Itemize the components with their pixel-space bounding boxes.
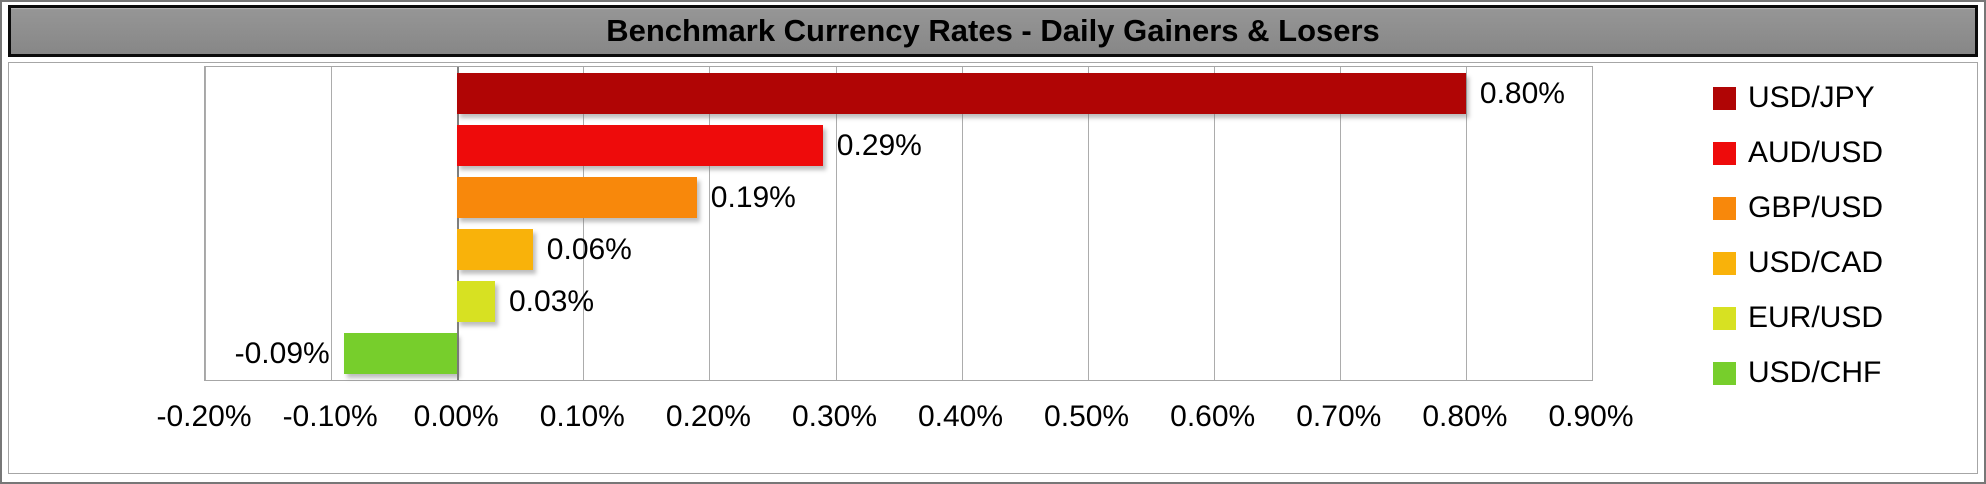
bar-usd-chf: [343, 333, 458, 375]
x-tick-label: 0.10%: [539, 400, 625, 433]
legend-item-gbp-usd: GBP/USD: [1713, 191, 1883, 225]
bar-aud-usd: [457, 124, 823, 166]
chart-area: 0.80% 0.29% 0.19% 0.06% 0.03% -0.09% USD/JPY A…: [8, 62, 1978, 474]
x-tick-label: 0.50%: [1044, 400, 1130, 433]
x-tick-label: 0.00%: [413, 400, 499, 433]
bar-gbp-usd: [457, 176, 697, 218]
chart-title-bar: Benchmark Currency Rates - Daily Gainers…: [8, 5, 1978, 57]
gridline: [1339, 67, 1341, 380]
x-tick-label: -0.20%: [156, 400, 252, 433]
legend: USD/JPY AUD/USD GBP/USD USD/CAD EUR/USD USD/C…: [1713, 81, 1883, 411]
value-label-usd-chf: -0.09%: [234, 337, 330, 371]
legend-item-eur-usd: EUR/USD: [1713, 301, 1883, 335]
x-tick-label: 0.60%: [1170, 400, 1256, 433]
zero-axis-line: [457, 67, 460, 380]
legend-swatch-icon: [1713, 361, 1736, 385]
legend-item-aud-usd: AUD/USD: [1713, 136, 1883, 170]
gridline: [1087, 67, 1089, 380]
gridline: [709, 67, 711, 380]
legend-item-usd-cad: USD/CAD: [1713, 246, 1883, 280]
value-label-eur-usd: 0.03%: [509, 285, 595, 319]
gridline: [961, 67, 963, 380]
gridline: [205, 67, 206, 380]
x-tick-label: 0.40%: [917, 400, 1004, 433]
value-label-aud-usd: 0.29%: [836, 128, 922, 162]
bar-usd-cad: [457, 229, 533, 271]
legend-label: GBP/USD: [1748, 191, 1884, 224]
x-tick-label: 0.20%: [665, 400, 751, 433]
value-label-usd-cad: 0.06%: [546, 233, 632, 267]
legend-swatch-icon: [1713, 251, 1736, 275]
chart-title: Benchmark Currency Rates - Daily Gainers…: [606, 13, 1380, 48]
x-tick-label: 0.90%: [1548, 400, 1634, 433]
legend-swatch-icon: [1713, 306, 1736, 330]
x-tick-label: 0.80%: [1422, 400, 1508, 433]
gridline: [1213, 67, 1215, 380]
x-tick-label: 0.70%: [1296, 400, 1382, 433]
gridline: [1465, 67, 1467, 380]
x-tick-label: 0.30%: [791, 400, 878, 433]
legend-swatch-icon: [1713, 86, 1736, 110]
legend-label: EUR/USD: [1748, 301, 1884, 334]
legend-swatch-icon: [1713, 196, 1736, 220]
gridline: [1592, 67, 1593, 380]
value-label-gbp-usd: 0.19%: [710, 180, 796, 214]
plot-area: 0.80% 0.29% 0.19% 0.06% 0.03% -0.09%: [204, 66, 1593, 381]
legend-label: USD/CAD: [1748, 246, 1884, 279]
bar-usd-jpy: [457, 72, 1466, 114]
gridline: [583, 67, 585, 380]
legend-label: AUD/USD: [1748, 136, 1884, 169]
legend-item-usd-chf: USD/CHF: [1713, 356, 1883, 390]
legend-label: USD/JPY: [1748, 81, 1875, 114]
bar-eur-usd: [457, 281, 495, 323]
value-label-usd-jpy: 0.80%: [1479, 76, 1565, 110]
gridline: [331, 67, 333, 380]
legend-label: USD/CHF: [1748, 356, 1882, 389]
legend-item-usd-jpy: USD/JPY: [1713, 81, 1883, 115]
x-tick-label: -0.10%: [282, 400, 378, 433]
legend-swatch-icon: [1713, 141, 1736, 165]
gridline: [835, 67, 837, 380]
